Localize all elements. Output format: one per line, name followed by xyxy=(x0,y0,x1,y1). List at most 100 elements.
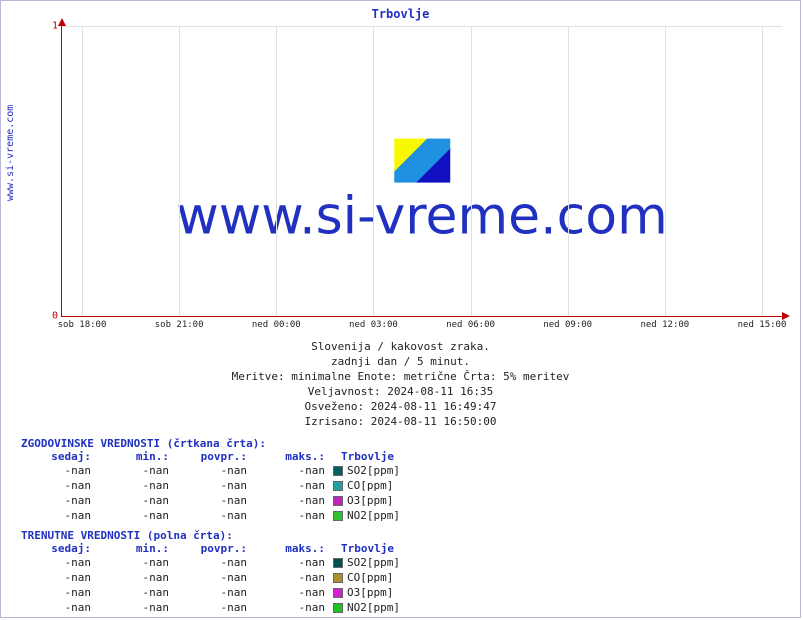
cell-min: -nan xyxy=(99,600,177,615)
xtick-label: sob 21:00 xyxy=(155,320,204,330)
cell-now: -nan xyxy=(21,555,99,570)
gridline-v xyxy=(762,26,763,316)
series-swatch-icon xyxy=(333,496,343,506)
cell-series: CO[ppm] xyxy=(333,570,408,585)
watermark: www.si-vreme.com xyxy=(176,139,668,247)
cell-min: -nan xyxy=(99,555,177,570)
series-label: SO2[ppm] xyxy=(347,464,400,477)
series-label: NO2[ppm] xyxy=(347,509,400,522)
series-label: CO[ppm] xyxy=(347,479,393,492)
caption-block: Slovenija / kakovost zraka. zadnji dan /… xyxy=(1,339,800,429)
xtick-label: ned 15:00 xyxy=(738,320,787,330)
cell-avg: -nan xyxy=(177,570,255,585)
cell-now: -nan xyxy=(21,508,99,523)
table-row: -nan-nan-nan-nanNO2[ppm] xyxy=(21,508,408,523)
cell-max: -nan xyxy=(255,585,333,600)
hist-title: ZGODOVINSKE VREDNOSTI (črtkana črta): xyxy=(21,437,408,450)
col-avg: povpr.: xyxy=(177,542,255,555)
xtick-label: ned 06:00 xyxy=(446,320,495,330)
table-row: -nan-nan-nan-nanSO2[ppm] xyxy=(21,463,408,478)
table-row: -nan-nan-nan-nanNO2[ppm] xyxy=(21,600,408,615)
gridline-v xyxy=(568,26,569,316)
col-now: sedaj: xyxy=(21,450,99,463)
series-label: CO[ppm] xyxy=(347,571,393,584)
cell-now: -nan xyxy=(21,493,99,508)
gridline-v xyxy=(471,26,472,316)
cell-min: -nan xyxy=(99,493,177,508)
cell-avg: -nan xyxy=(177,478,255,493)
table-row: -nan-nan-nan-nanSO2[ppm] xyxy=(21,555,408,570)
gridline-h xyxy=(62,26,782,27)
cell-min: -nan xyxy=(99,570,177,585)
curr-title: TRENUTNE VREDNOSTI (polna črta): xyxy=(21,529,408,542)
site-label-vertical: www.si-vreme.com xyxy=(5,105,16,201)
data-tables: ZGODOVINSKE VREDNOSTI (črtkana črta): se… xyxy=(21,431,408,615)
table-row: -nan-nan-nan-nanO3[ppm] xyxy=(21,585,408,600)
table-row: -nan-nan-nan-nanCO[ppm] xyxy=(21,570,408,585)
caption-line: Veljavnost: 2024-08-11 16:35 xyxy=(1,384,800,399)
gridline-v xyxy=(373,26,374,316)
cell-avg: -nan xyxy=(177,600,255,615)
cell-min: -nan xyxy=(99,508,177,523)
cell-avg: -nan xyxy=(177,508,255,523)
xtick-label: ned 03:00 xyxy=(349,320,398,330)
caption-line: zadnji dan / 5 minut. xyxy=(1,354,800,369)
col-location: Trbovlje xyxy=(333,542,408,555)
cell-max: -nan xyxy=(255,508,333,523)
series-label: O3[ppm] xyxy=(347,586,393,599)
cell-series: O3[ppm] xyxy=(333,493,408,508)
cell-min: -nan xyxy=(99,463,177,478)
cell-avg: -nan xyxy=(177,555,255,570)
series-label: SO2[ppm] xyxy=(347,556,400,569)
caption-line: Osveženo: 2024-08-11 16:49:47 xyxy=(1,399,800,414)
col-max: maks.: xyxy=(255,450,333,463)
cell-series: O3[ppm] xyxy=(333,585,408,600)
cell-now: -nan xyxy=(21,463,99,478)
cell-max: -nan xyxy=(255,493,333,508)
col-avg: povpr.: xyxy=(177,450,255,463)
col-now: sedaj: xyxy=(21,542,99,555)
cell-min: -nan xyxy=(99,478,177,493)
cell-now: -nan xyxy=(21,570,99,585)
table-row: -nan-nan-nan-nanO3[ppm] xyxy=(21,493,408,508)
cell-now: -nan xyxy=(21,478,99,493)
xtick-label: ned 12:00 xyxy=(640,320,689,330)
series-swatch-icon xyxy=(333,603,343,613)
caption-line: Slovenija / kakovost zraka. xyxy=(1,339,800,354)
series-swatch-icon xyxy=(333,466,343,476)
cell-min: -nan xyxy=(99,585,177,600)
series-swatch-icon xyxy=(333,511,343,521)
chart-frame: www.si-vreme.com Trbovlje www.si-vreme.c… xyxy=(0,0,801,618)
series-label: NO2[ppm] xyxy=(347,601,400,614)
ytick-label: 0 xyxy=(4,311,58,322)
col-min: min.: xyxy=(99,542,177,555)
cell-avg: -nan xyxy=(177,463,255,478)
col-max: maks.: xyxy=(255,542,333,555)
series-swatch-icon xyxy=(333,558,343,568)
plot-area: www.si-vreme.com 01sob 18:00sob 21:00ned… xyxy=(61,26,782,317)
cell-max: -nan xyxy=(255,478,333,493)
cell-series: NO2[ppm] xyxy=(333,508,408,523)
cell-now: -nan xyxy=(21,585,99,600)
cell-max: -nan xyxy=(255,463,333,478)
series-swatch-icon xyxy=(333,588,343,598)
gridline-v xyxy=(82,26,83,316)
xtick-label: ned 00:00 xyxy=(252,320,301,330)
gridline-v xyxy=(665,26,666,316)
xtick-label: sob 18:00 xyxy=(58,320,107,330)
xtick-label: ned 09:00 xyxy=(543,320,592,330)
cell-max: -nan xyxy=(255,570,333,585)
gridline-v xyxy=(179,26,180,316)
series-swatch-icon xyxy=(333,481,343,491)
hist-table: sedaj:min.:povpr.:maks.:Trbovlje-nan-nan… xyxy=(21,450,408,523)
table-row: -nan-nan-nan-nanCO[ppm] xyxy=(21,478,408,493)
gridline-v xyxy=(276,26,277,316)
col-min: min.: xyxy=(99,450,177,463)
cell-avg: -nan xyxy=(177,493,255,508)
cell-series: NO2[ppm] xyxy=(333,600,408,615)
col-location: Trbovlje xyxy=(333,450,408,463)
cell-series: SO2[ppm] xyxy=(333,555,408,570)
series-swatch-icon xyxy=(333,573,343,583)
cell-avg: -nan xyxy=(177,585,255,600)
cell-series: CO[ppm] xyxy=(333,478,408,493)
